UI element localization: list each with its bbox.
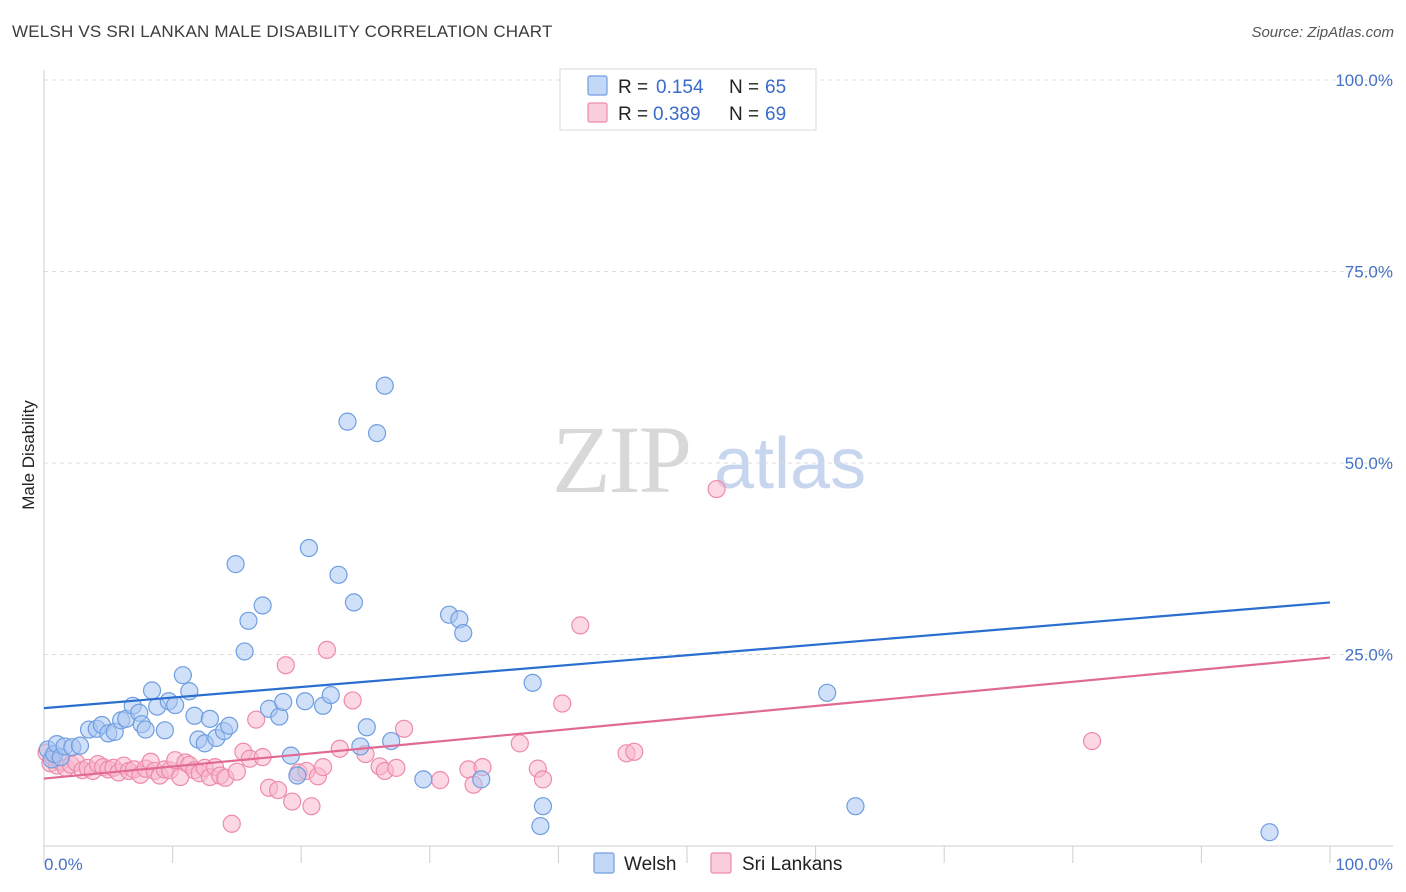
welsh-point-34: [235, 642, 254, 661]
srilankan-point-67: [553, 694, 572, 713]
srilankan-point-52: [317, 640, 337, 660]
welsh-point-50: [357, 718, 376, 737]
srilankan-point-68: [571, 616, 590, 635]
welsh-point-57: [454, 623, 473, 643]
bottom-legend-label-srilankan: Sri Lankans: [742, 854, 842, 875]
srilankan-point-44: [268, 780, 288, 800]
welsh-point-60: [531, 816, 550, 836]
legend-n-label-srilankan: N =: [729, 104, 759, 125]
srilankan-trend-line: [43, 656, 1331, 780]
welsh-point-32: [220, 716, 239, 735]
gridlines: [44, 79, 1393, 655]
srilankan-point-53: [330, 739, 349, 758]
legend-n-value-welsh: 65: [765, 77, 786, 98]
srilankan-point-58: [387, 758, 406, 777]
legend-n-value-srilankan: 69: [765, 104, 786, 125]
legend-r-label-welsh: R =: [618, 77, 648, 98]
y-tick-label-75: 75.0%: [1345, 263, 1393, 282]
bottom-legend-swatch-welsh: [593, 852, 615, 874]
legend-r-value-welsh: 0.154: [656, 77, 704, 98]
legend-r-value-srilankan: 0.389: [653, 104, 701, 125]
trend-lines: [43, 601, 1331, 780]
bottom-legend-label-welsh: Welsh: [624, 854, 676, 875]
welsh-point-7: [70, 736, 90, 755]
welsh-point-35: [239, 611, 258, 630]
srilankan-point-37: [222, 814, 241, 833]
welsh-point-62: [818, 683, 837, 702]
legend-r-label-srilankan: R =: [618, 104, 648, 125]
srilankan-point-54: [343, 691, 362, 710]
legend-n-label-welsh: N =: [729, 77, 759, 98]
srilankan-point-41: [247, 710, 266, 729]
watermark-zip: ZIP: [552, 406, 690, 513]
welsh-point-46: [329, 565, 348, 584]
y-tick-label-50: 50.0%: [1345, 454, 1393, 473]
welsh-point-45: [321, 685, 340, 705]
srilankan-point-60: [430, 771, 450, 790]
welsh-point-51: [367, 424, 387, 443]
welsh-point-39: [274, 692, 293, 712]
bottom-legend-swatch-srilankan: [710, 852, 732, 874]
y-tick-label-25: 25.0%: [1345, 646, 1393, 665]
y-tick-labels: 25.0% 50.0% 75.0% 100.0%: [1335, 71, 1393, 665]
x-tick-label-max: 100.0%: [1335, 855, 1393, 874]
srilankan-point-71: [707, 479, 726, 499]
welsh-point-18: [136, 720, 155, 739]
chart-title: WELSH VS SRI LANKAN MALE DISABILITY CORR…: [12, 22, 553, 41]
stats-legend: R = 0.154 N = 65 R = 0.389 N = 69: [559, 68, 817, 131]
welsh-point-54: [414, 770, 433, 789]
source-label: Source: ZipAtlas.com: [1251, 24, 1394, 41]
srilankan-point-49: [302, 797, 321, 816]
srilankan-point-66: [533, 770, 553, 789]
welsh-point-23: [166, 695, 185, 715]
srilankan-point-46: [283, 792, 302, 811]
welsh-trend-line: [43, 601, 1331, 710]
series-welsh-points: [38, 376, 1279, 842]
series-legend: Welsh Sri Lankans: [593, 852, 842, 875]
welsh-point-64: [1260, 823, 1279, 842]
welsh-point-43: [299, 538, 319, 558]
welsh-point-52: [375, 376, 394, 395]
y-tick-label-100: 100.0%: [1335, 71, 1393, 90]
srilankan-point-59: [394, 719, 414, 738]
welsh-point-48: [344, 593, 364, 612]
welsh-point-41: [288, 766, 307, 785]
welsh-point-19: [142, 681, 162, 700]
srilankan-point-72: [1082, 731, 1102, 751]
series-srilankan-points: [37, 479, 1102, 833]
welsh-point-61: [533, 797, 553, 816]
srilankan-point-70: [625, 742, 644, 761]
x-tick-label-min: 0.0%: [44, 855, 83, 874]
srilankan-point-38: [227, 762, 246, 781]
welsh-point-49: [351, 737, 370, 756]
srilankan-point-51: [313, 758, 333, 777]
welsh-point-36: [253, 596, 272, 615]
welsh-point-33: [226, 555, 245, 574]
watermark-atlas: atlas: [714, 424, 866, 504]
welsh-point-47: [338, 412, 357, 431]
welsh-point-59: [523, 673, 542, 692]
legend-swatch-welsh: [587, 75, 608, 96]
axes: [43, 70, 1393, 863]
srilankan-point-64: [510, 734, 529, 753]
legend-swatch-srilankan: [587, 102, 608, 123]
welsh-point-26: [185, 706, 204, 725]
welsh-point-24: [173, 666, 192, 685]
welsh-point-42: [295, 692, 315, 711]
welsh-point-63: [846, 797, 865, 816]
welsh-point-58: [472, 770, 491, 789]
srilankan-point-45: [276, 656, 295, 675]
welsh-point-29: [200, 709, 219, 728]
welsh-point-21: [155, 721, 174, 740]
y-axis-title: Male Disability: [19, 400, 38, 510]
